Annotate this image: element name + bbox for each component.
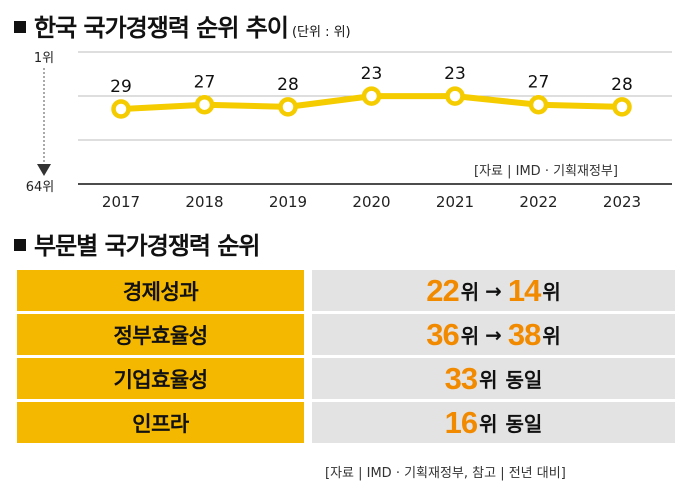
rank-axis: 1위 64위 xyxy=(26,51,55,195)
x-axis-ticks: 2017 2018 2019 2020 2021 2022 2023 xyxy=(102,193,641,211)
x-tick-label: 2020 xyxy=(352,193,390,211)
data-label: 27 xyxy=(528,73,550,93)
row-label: 인프라 xyxy=(17,402,304,443)
data-point xyxy=(111,99,131,119)
data-label: 28 xyxy=(277,75,299,95)
chart-source: [자료 | IMD · 기획재정부] xyxy=(474,164,618,179)
data-point xyxy=(361,86,382,106)
row-label: 정부효율성 xyxy=(17,314,304,355)
section-title: 부문별 국가경쟁력 순위 xyxy=(14,226,261,261)
data-point xyxy=(612,97,632,117)
x-tick-label: 2022 xyxy=(519,193,557,211)
data-points xyxy=(111,86,632,119)
rank-bottom-label: 64위 xyxy=(26,180,55,195)
table-row: 인프라 16 위 동일 xyxy=(17,402,675,443)
x-tick-label: 2017 xyxy=(102,193,140,211)
row-value: 33 위 동일 xyxy=(312,358,675,399)
x-tick-label: 2018 xyxy=(185,193,223,211)
data-point xyxy=(528,94,549,115)
arrow-right-icon: → xyxy=(485,278,502,303)
arrow-down-icon xyxy=(37,164,51,176)
row-value: 22 위 → 14 위 xyxy=(312,270,675,311)
row-value: 16 위 동일 xyxy=(312,402,675,443)
table-row: 기업효율성 33 위 동일 xyxy=(17,358,675,399)
table-row: 경제성과 22 위 → 14 위 xyxy=(17,270,675,311)
data-point xyxy=(194,94,215,115)
square-bullet-icon xyxy=(14,21,26,33)
data-point xyxy=(278,97,298,117)
data-label: 28 xyxy=(611,75,633,95)
row-label: 경제성과 xyxy=(17,270,304,311)
table-source: [자료 | IMD · 기획재정부, 참고 | 전년 대비] xyxy=(325,466,566,481)
unit-note: (단위 : 위) xyxy=(291,25,351,40)
x-tick-label: 2021 xyxy=(436,193,474,211)
x-tick-label: 2019 xyxy=(269,193,307,211)
square-bullet-icon xyxy=(14,239,26,251)
data-point xyxy=(445,86,465,106)
table-row: 정부효율성 36 위 → 38 위 xyxy=(17,314,675,355)
data-label: 23 xyxy=(361,64,383,84)
chart-title: 한국 국가경쟁력 순위 추이 (단위 : 위) xyxy=(14,8,351,43)
data-label: 29 xyxy=(110,77,132,97)
row-label: 기업효율성 xyxy=(17,358,304,399)
row-value: 36 위 → 38 위 xyxy=(312,314,675,355)
rank-top-label: 1위 xyxy=(34,51,54,66)
data-label: 27 xyxy=(194,73,216,93)
data-labels: 29 27 28 23 23 27 28 xyxy=(110,64,633,97)
arrow-right-icon: → xyxy=(485,322,502,347)
x-tick-label: 2023 xyxy=(603,193,641,211)
data-label: 23 xyxy=(444,64,466,84)
